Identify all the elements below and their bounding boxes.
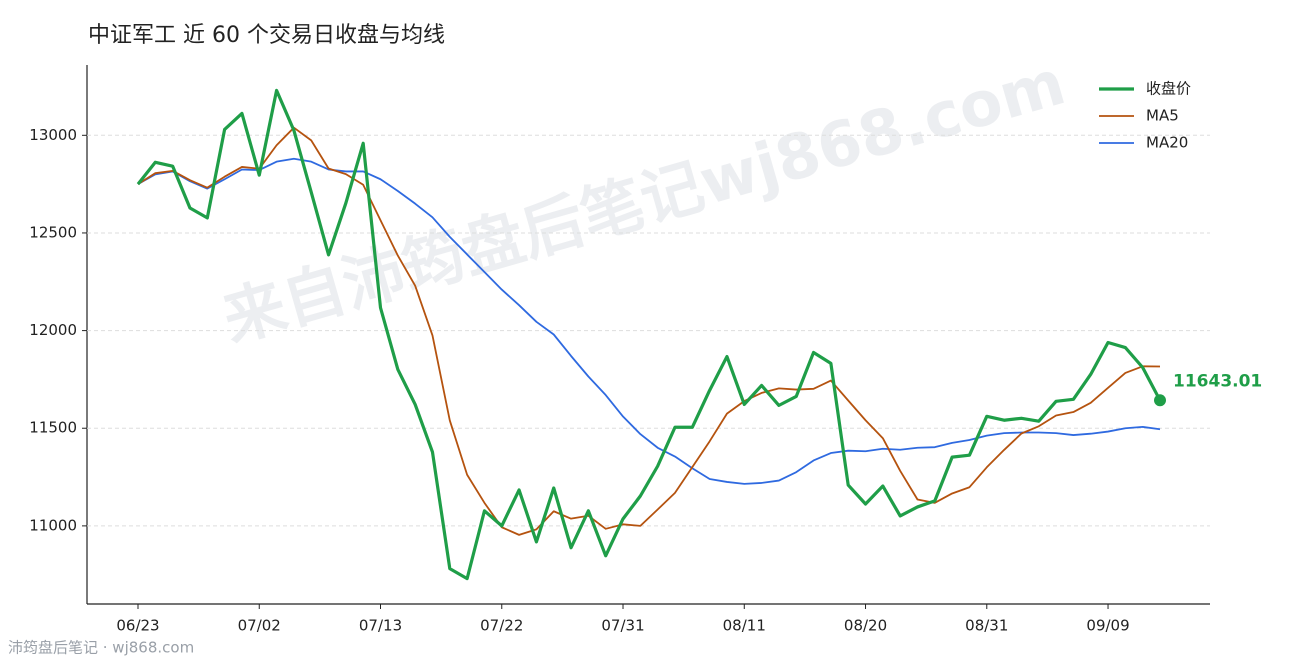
line-series (137, 157, 1161, 485)
line-series (136, 88, 1162, 581)
y-tick-label: 12000 (29, 321, 77, 339)
x-tick-label: 07/02 (238, 617, 281, 635)
legend-label: MA5 (1146, 107, 1179, 125)
x-tick-label: 08/11 (723, 617, 766, 635)
x-tick-label: 06/23 (116, 617, 159, 635)
y-tick-label: 13000 (29, 126, 77, 144)
y-tick-label: 11500 (29, 419, 77, 437)
y-tick-label: 11000 (29, 516, 77, 534)
x-tick-label: 08/31 (965, 617, 1008, 635)
x-tick-label: 07/13 (359, 617, 402, 635)
x-tick-label: 07/22 (480, 617, 523, 635)
legend-label: MA20 (1146, 134, 1188, 152)
line-series (137, 126, 1161, 536)
legend-label: 收盘价 (1146, 80, 1191, 98)
last-point (1154, 394, 1166, 407)
source-note: 沛筠盘后笔记 · wj868.com (8, 639, 194, 657)
chart-title: 中证军工 近 60 个交易日收盘与均线 (88, 23, 445, 48)
y-tick-label: 12500 (29, 223, 77, 241)
x-tick-label: 07/31 (601, 617, 644, 635)
last-value-label: 11643.01 (1173, 371, 1262, 391)
x-tick-label: 09/09 (1086, 617, 1129, 635)
x-tick-label: 08/20 (844, 617, 887, 635)
